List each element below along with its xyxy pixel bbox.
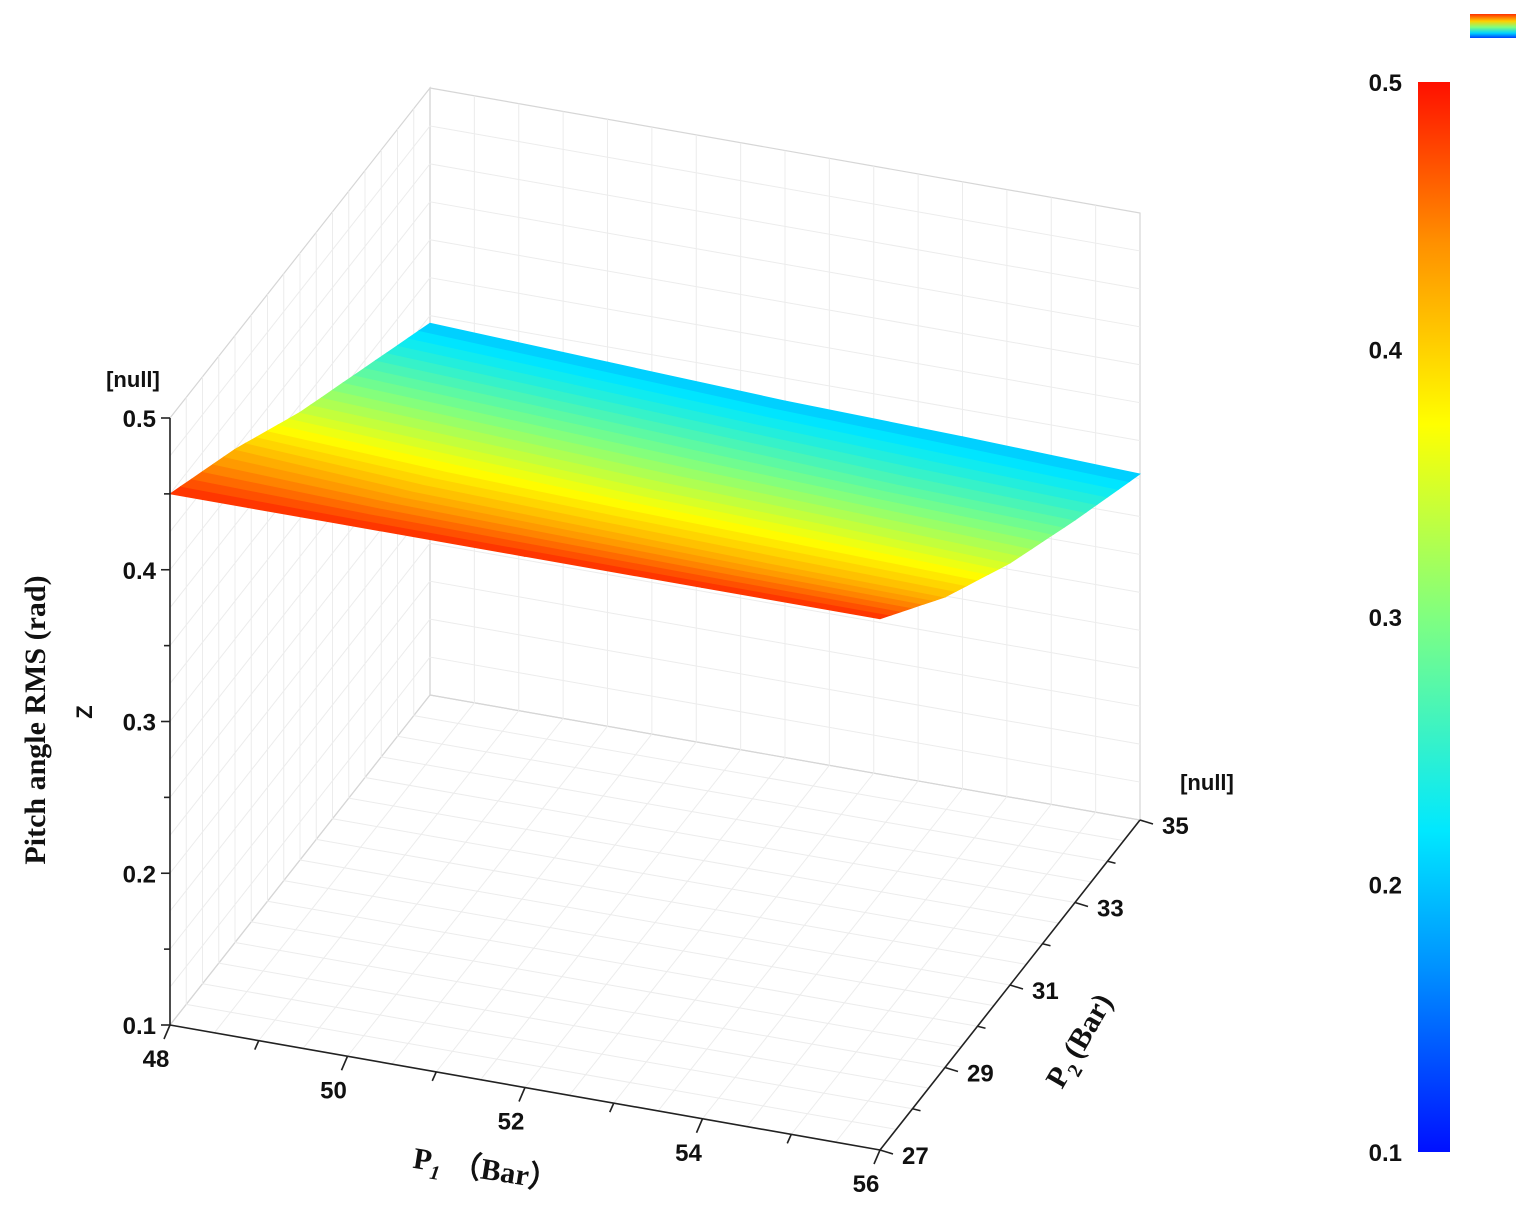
legend-swatch bbox=[1470, 14, 1516, 38]
y-minor-tick bbox=[1107, 860, 1116, 865]
z-tick-label: 0.2 bbox=[123, 861, 156, 888]
left-grid-line bbox=[169, 580, 431, 912]
x-tick-mark bbox=[340, 1055, 349, 1071]
y-minor-tick bbox=[977, 1025, 986, 1030]
y-tick-mark bbox=[944, 1066, 959, 1073]
box-walls bbox=[168, 86, 1142, 1151]
z-tick-label: 0.5 bbox=[123, 406, 156, 433]
x-tick-mark bbox=[163, 1024, 171, 1040]
colorbar-tick-label: 0.4 bbox=[1369, 338, 1403, 365]
y-tick-mark bbox=[879, 1149, 894, 1155]
floor-grid-line bbox=[202, 983, 913, 1110]
x-tick-mark bbox=[873, 1149, 881, 1165]
y-axis-title-unit: (Bar) bbox=[1057, 988, 1120, 1064]
left-grid-line bbox=[169, 656, 431, 988]
z-tick-label: 0.3 bbox=[123, 710, 156, 737]
y-tick-labels: 27 29 31 33 35 bbox=[902, 813, 1189, 1170]
x-tick-label: 56 bbox=[853, 1171, 880, 1198]
left-grid-line bbox=[169, 239, 431, 571]
colorbar-tick-label: 0.5 bbox=[1369, 70, 1402, 97]
y-tick-label: 35 bbox=[1162, 813, 1189, 840]
z-tick-label: 0.1 bbox=[123, 1013, 156, 1040]
z-tick-labels: 0.1 0.2 0.3 0.4 0.5 bbox=[123, 406, 157, 1040]
back-grid-line bbox=[429, 163, 1141, 290]
back-grid-line bbox=[429, 315, 1141, 442]
y-tick-mark bbox=[1139, 819, 1154, 825]
left-grid-line bbox=[169, 618, 431, 950]
x-axis-title-sub: 1 bbox=[428, 1162, 441, 1185]
floor-grid-line bbox=[364, 777, 1076, 903]
back-grid-line bbox=[429, 618, 1141, 745]
floor-grid-line bbox=[381, 756, 1092, 883]
x-axis-title-main: P bbox=[411, 1142, 434, 1177]
floor-grid-line bbox=[283, 880, 994, 1007]
x-axis-title: P1 （Bar） bbox=[410, 1142, 561, 1198]
x-tick-label: 54 bbox=[675, 1140, 702, 1167]
colorbar-tick-labels: 0.1 0.2 0.3 0.4 0.5 bbox=[1369, 70, 1403, 1167]
floor-grid-line bbox=[267, 900, 978, 1027]
colorbar-tick-label: 0.2 bbox=[1369, 873, 1402, 900]
x-tick-label: 52 bbox=[498, 1109, 525, 1136]
x-tick-mark bbox=[518, 1087, 526, 1102]
floor-grid-line bbox=[186, 1003, 897, 1130]
z-axis-title: Pitch angle RMS (rad) bbox=[19, 575, 52, 864]
floor-grid-line bbox=[348, 797, 1059, 924]
x-minor-tick bbox=[431, 1071, 437, 1082]
left-grid-line bbox=[169, 125, 431, 457]
back-grid-line bbox=[429, 239, 1141, 366]
x-tick-labels: 48 50 52 54 56 bbox=[143, 1046, 880, 1198]
x-minor-tick bbox=[609, 1102, 615, 1113]
y-units-label: [null] bbox=[1180, 770, 1234, 795]
x-tick-label: 50 bbox=[320, 1077, 347, 1104]
back-grid-line bbox=[429, 277, 1141, 404]
back-grid-line bbox=[429, 656, 1141, 783]
z-axis-letter: Z bbox=[72, 705, 97, 718]
y-tick-mark bbox=[1009, 984, 1024, 990]
y-minor-tick bbox=[1042, 942, 1051, 947]
left-grid-line bbox=[169, 163, 431, 495]
colorbar bbox=[1418, 82, 1450, 1152]
floor-grid-line bbox=[234, 942, 946, 1068]
x-tick-label: 48 bbox=[143, 1046, 170, 1073]
x-minor-tick bbox=[254, 1040, 260, 1050]
floor-grid-line bbox=[413, 715, 1124, 842]
back-grid-line bbox=[429, 542, 1141, 669]
y-tick-label: 33 bbox=[1097, 896, 1124, 923]
left-grid-line bbox=[169, 505, 431, 836]
z-units-label: [null] bbox=[106, 367, 160, 392]
x-axis-title-unit: （Bar） bbox=[449, 1147, 561, 1198]
axes bbox=[161, 417, 1154, 1165]
colorbar-tick-label: 0.3 bbox=[1369, 605, 1402, 632]
z-tick-label: 0.4 bbox=[123, 558, 157, 585]
y-tick-mark bbox=[1074, 901, 1089, 908]
back-wall bbox=[429, 87, 1141, 821]
y-tick-label: 31 bbox=[1032, 978, 1059, 1005]
back-grid-line bbox=[429, 580, 1141, 707]
x-minor-tick bbox=[786, 1134, 792, 1144]
back-grid-line bbox=[429, 125, 1141, 252]
floor-grid-line bbox=[251, 921, 962, 1048]
floor-grid-line bbox=[397, 735, 1108, 862]
x-tick-mark bbox=[695, 1118, 704, 1134]
back-grid-line bbox=[429, 201, 1141, 328]
floor-grid-line bbox=[299, 859, 1011, 986]
floor-grid-line bbox=[218, 962, 929, 1089]
colorbar-tick-label: 0.1 bbox=[1369, 1140, 1402, 1167]
svg-text:P1: P1 bbox=[410, 1142, 444, 1185]
surface bbox=[168, 322, 1141, 620]
floor-grid-line bbox=[332, 818, 1043, 945]
surface-patch bbox=[950, 436, 1141, 483]
y-minor-tick bbox=[912, 1107, 921, 1112]
floor-grid-line bbox=[316, 838, 1027, 965]
left-grid-line bbox=[169, 542, 431, 874]
y-tick-label: 29 bbox=[967, 1061, 994, 1088]
y-tick-label: 27 bbox=[902, 1143, 929, 1170]
